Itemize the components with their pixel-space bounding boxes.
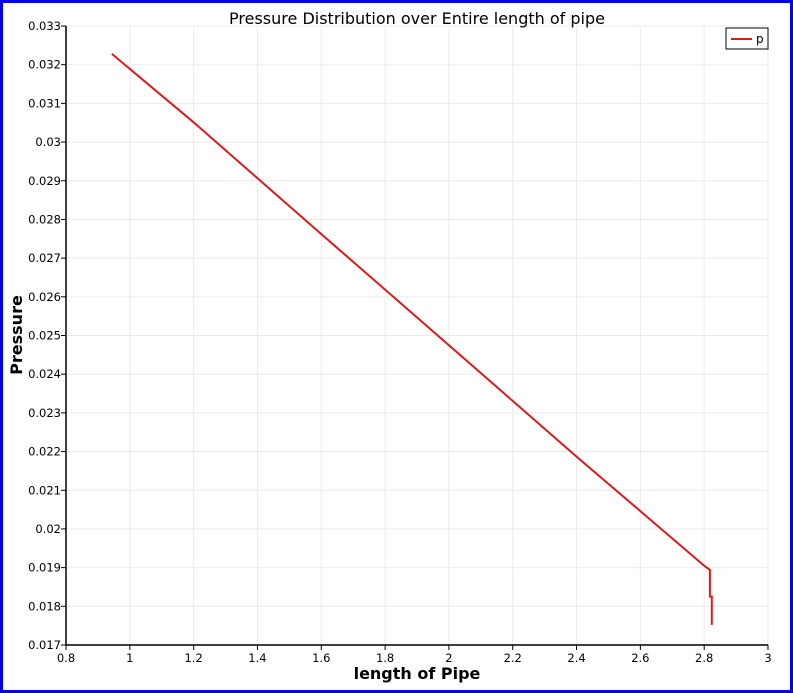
y-tick-label: 0.025 [28,329,61,343]
x-axis-label: length of Pipe [354,664,481,683]
x-tick-label: 1.2 [184,651,202,665]
y-tick-label: 0.029 [28,174,61,188]
y-tick-label: 0.021 [28,483,61,497]
x-tick-label: 0.8 [57,651,75,665]
y-tick-label: 0.026 [28,290,61,304]
legend-label: p [756,32,764,46]
x-tick-label: 2 [445,651,452,665]
grid-lines [66,25,769,645]
y-axis-label: Pressure [7,295,26,375]
y-tick-label: 0.017 [28,638,61,652]
y-tick-label: 0.024 [28,367,61,381]
y-tick-label: 0.02 [35,522,61,536]
y-tick-label: 0.031 [28,96,61,110]
x-tick-label: 1 [126,651,133,665]
x-tick-label: 1.8 [376,651,394,665]
x-axis-ticks: 0.8 1 1.2 1.4 1.6 1.8 2 2.2 2.4 2.6 2.8 3 [57,645,772,665]
x-tick-label: 2.2 [504,651,522,665]
y-tick-label: 0.028 [28,212,61,226]
x-tick-label: 2.6 [631,651,649,665]
y-tick-label: 0.027 [28,251,61,265]
legend: p [725,27,769,50]
y-axis-ticks: 0.017 0.018 0.019 0.02 0.021 0.022 0.023 0.024 0… [28,19,66,652]
x-tick-label: 3 [764,651,771,665]
y-tick-label: 0.018 [28,599,61,613]
series-line-p [111,53,713,625]
y-tick-label: 0.022 [28,445,61,459]
x-tick-label: 2.8 [695,651,713,665]
x-tick-label: 1.6 [312,651,330,665]
chart-title: Pressure Distribution over Entire length… [229,9,605,28]
y-tick-label: 0.03 [35,135,61,149]
y-tick-label: 0.023 [28,406,61,420]
x-tick-label: 2.4 [567,651,585,665]
x-tick-label: 1.4 [248,651,266,665]
y-tick-label: 0.019 [28,561,61,575]
y-tick-label: 0.033 [28,19,61,33]
y-tick-label: 0.032 [28,58,61,72]
